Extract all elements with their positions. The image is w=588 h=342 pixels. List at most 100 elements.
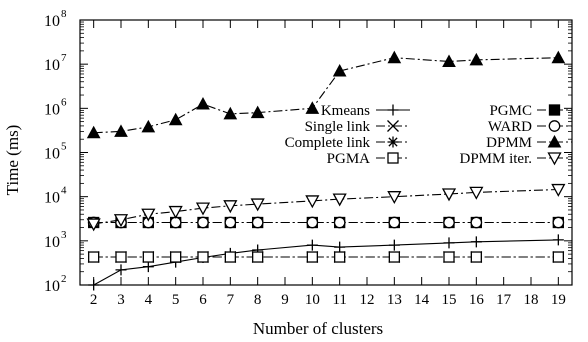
plus-marker — [470, 236, 482, 248]
triangle-filled-marker — [141, 119, 156, 133]
square-open-marker — [224, 251, 236, 263]
square-open-marker — [552, 251, 564, 263]
plus-marker — [334, 241, 346, 253]
triangle-filled-marker — [547, 134, 562, 148]
y-tick-label: 10 — [44, 190, 60, 207]
square-open-marker — [142, 251, 154, 263]
triangle-filled-marker — [442, 54, 456, 67]
y-tick-exponent: 2 — [61, 273, 67, 285]
y-tick-exponent: 5 — [61, 141, 67, 153]
plus-marker — [88, 279, 100, 291]
legend-entry: DPMM — [486, 134, 572, 151]
square-open-marker — [115, 251, 127, 263]
circle-open-marker — [470, 216, 483, 229]
series-kmeans — [88, 234, 564, 291]
series-dpmm — [86, 50, 566, 139]
triangle-filled-marker — [86, 125, 101, 139]
x-tick-label: 14 — [414, 292, 430, 308]
triangle-down-open-marker — [141, 208, 156, 222]
triangle-filled-marker — [332, 63, 347, 77]
legend-entry: WARD — [488, 119, 572, 135]
triangle-filled-marker — [305, 101, 320, 114]
triangle-filled-marker — [469, 52, 484, 66]
x-tick-label: 15 — [442, 292, 457, 308]
triangle-down-open-marker — [113, 214, 129, 228]
plus-marker — [388, 239, 400, 251]
x-tick-label: 8 — [254, 292, 262, 308]
triangle-filled-marker — [196, 97, 210, 110]
legend-label: PGMA — [327, 151, 371, 167]
triangle-down-open-marker — [195, 202, 211, 216]
square-open-marker — [197, 251, 209, 263]
plus-marker — [306, 239, 318, 251]
square-open-marker — [334, 251, 346, 263]
series-pgma — [88, 251, 564, 263]
circle-open-marker — [306, 216, 319, 229]
plus-marker — [142, 261, 154, 273]
series-line — [93, 188, 559, 225]
axes: 10 210 310 410 510 610 710 82 3 4 5 6 7 8 9 10 11 12 13 14 1… — [44, 8, 573, 308]
x-axis-label: Number of clusters — [253, 319, 383, 338]
plus-marker — [387, 104, 399, 116]
square-open-marker — [443, 251, 455, 263]
square-open-marker — [470, 251, 482, 263]
triangle-down-open-marker — [223, 200, 238, 214]
legend-label: Kmeans — [321, 103, 370, 119]
y-tick-label: 10 — [44, 146, 60, 163]
x-tick-label: 2 — [90, 292, 98, 308]
legend-label: DPMM — [486, 135, 532, 151]
triangle-down-open-marker — [551, 183, 566, 197]
legend-entry: PGMC — [489, 103, 572, 119]
x-tick-label: 18 — [524, 292, 539, 308]
square-open-marker — [170, 251, 182, 263]
x-tick-label: 19 — [551, 292, 566, 308]
circle-open-marker — [388, 216, 401, 229]
triangle-filled-marker — [250, 105, 265, 119]
triangle-filled-marker — [114, 124, 128, 137]
triangle-filled-marker — [223, 106, 238, 120]
square-open-marker — [306, 251, 318, 263]
square-open-marker — [388, 251, 400, 263]
square-open-marker — [88, 251, 100, 263]
triangle-down-open-marker — [387, 191, 402, 205]
triangle-filled-marker — [168, 112, 183, 126]
circle-open-marker — [548, 120, 561, 132]
x-marker — [387, 120, 399, 132]
y-tick-exponent: 7 — [61, 52, 67, 64]
triangle-filled-marker — [387, 50, 402, 64]
circle-open-marker — [333, 216, 346, 229]
legend-entry: Single link — [305, 119, 410, 135]
legend-entry: PGMA — [327, 151, 410, 167]
series-ward — [87, 216, 565, 229]
series-layer — [86, 50, 566, 291]
y-tick-label: 10 — [44, 101, 60, 118]
triangle-filled-marker — [551, 50, 566, 64]
series-line — [93, 239, 559, 286]
series-dpmm-iter- — [86, 183, 566, 232]
triangle-down-open-marker — [441, 188, 457, 202]
x-tick-label: 7 — [227, 292, 235, 308]
triangle-down-open-marker — [250, 198, 265, 212]
x-tick-label: 16 — [469, 292, 485, 308]
triangle-down-open-marker — [469, 186, 484, 200]
x-tick-label: 5 — [172, 292, 180, 308]
x-tick-label: 12 — [360, 292, 375, 308]
legend-entry: DPMM iter. — [459, 151, 572, 167]
legend-label: Single link — [305, 119, 371, 135]
x-tick-label: 11 — [332, 292, 346, 308]
circle-open-marker — [443, 216, 455, 229]
plus-marker — [443, 237, 455, 249]
y-tick-exponent: 8 — [61, 8, 67, 20]
x-tick-label: 6 — [199, 292, 207, 308]
triangle-down-open-marker — [305, 195, 320, 209]
square-open-marker — [252, 251, 264, 263]
legend-label: WARD — [488, 119, 532, 135]
x-tick-label: 3 — [117, 292, 125, 308]
x-tick-label: 4 — [145, 292, 153, 308]
legend-label: Complete link — [285, 135, 371, 151]
circle-open-marker — [552, 216, 565, 229]
x-tick-label: 17 — [496, 292, 512, 308]
square-open-marker — [387, 152, 399, 164]
y-tick-exponent: 6 — [61, 96, 67, 108]
